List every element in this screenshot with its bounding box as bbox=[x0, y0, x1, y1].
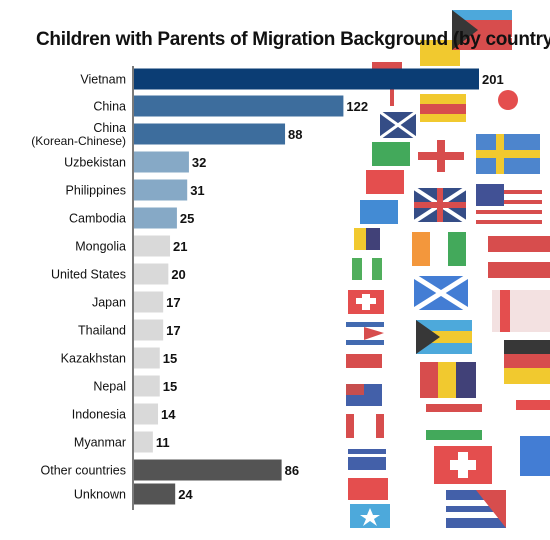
category-label: (Korean-Chinese) bbox=[31, 134, 126, 148]
value-label: 24 bbox=[178, 487, 193, 502]
category-label: Myanmar bbox=[74, 436, 126, 450]
value-label: 15 bbox=[163, 379, 177, 394]
value-label: 11 bbox=[156, 435, 170, 450]
chart-title: Children with Parents of Migration Backg… bbox=[36, 29, 550, 50]
bar bbox=[134, 291, 164, 313]
bar bbox=[134, 403, 159, 425]
value-label: 88 bbox=[288, 127, 302, 142]
value-label: 21 bbox=[173, 239, 187, 254]
bar bbox=[134, 347, 160, 369]
category-label: Other countries bbox=[41, 464, 126, 478]
bar bbox=[134, 319, 164, 341]
bar bbox=[134, 483, 176, 505]
category-label: Unknown bbox=[74, 488, 126, 502]
value-label: 17 bbox=[166, 295, 180, 310]
category-label: Cambodia bbox=[69, 212, 126, 226]
category-label: Vietnam bbox=[80, 73, 126, 87]
category-label: China bbox=[93, 121, 126, 135]
value-label: 122 bbox=[346, 99, 368, 114]
value-label: 32 bbox=[192, 155, 206, 170]
value-label: 15 bbox=[163, 351, 177, 366]
category-label: Philippines bbox=[66, 184, 126, 198]
value-label: 14 bbox=[161, 407, 176, 422]
value-label: 25 bbox=[180, 211, 194, 226]
value-label: 17 bbox=[166, 323, 180, 338]
value-label: 31 bbox=[190, 183, 204, 198]
bar bbox=[134, 459, 282, 481]
category-label: Mongolia bbox=[75, 240, 126, 254]
category-label: China bbox=[93, 100, 126, 114]
category-label: Nepal bbox=[93, 380, 126, 394]
bar bbox=[134, 207, 177, 229]
bar bbox=[134, 263, 169, 285]
bar bbox=[134, 375, 160, 397]
bar bbox=[134, 123, 286, 145]
category-label: Uzbekistan bbox=[64, 156, 126, 170]
value-label: 201 bbox=[482, 72, 504, 87]
bar bbox=[134, 179, 188, 201]
bars-group: 201Vietnam122China88China(Korean-Chinese… bbox=[31, 68, 504, 505]
flag-string-outer bbox=[452, 10, 550, 476]
bar bbox=[134, 151, 189, 173]
bar bbox=[134, 235, 171, 257]
category-label: Thailand bbox=[78, 324, 126, 338]
flag-string-inner bbox=[346, 62, 417, 528]
category-label: Kazakhstan bbox=[61, 352, 126, 366]
category-label: Japan bbox=[92, 296, 126, 310]
bar bbox=[134, 95, 344, 117]
category-label: United States bbox=[51, 268, 126, 282]
value-label: 86 bbox=[285, 463, 299, 478]
category-label: Indonesia bbox=[72, 408, 126, 422]
bar bbox=[134, 431, 153, 453]
value-label: 20 bbox=[171, 267, 185, 282]
bar bbox=[134, 68, 479, 90]
